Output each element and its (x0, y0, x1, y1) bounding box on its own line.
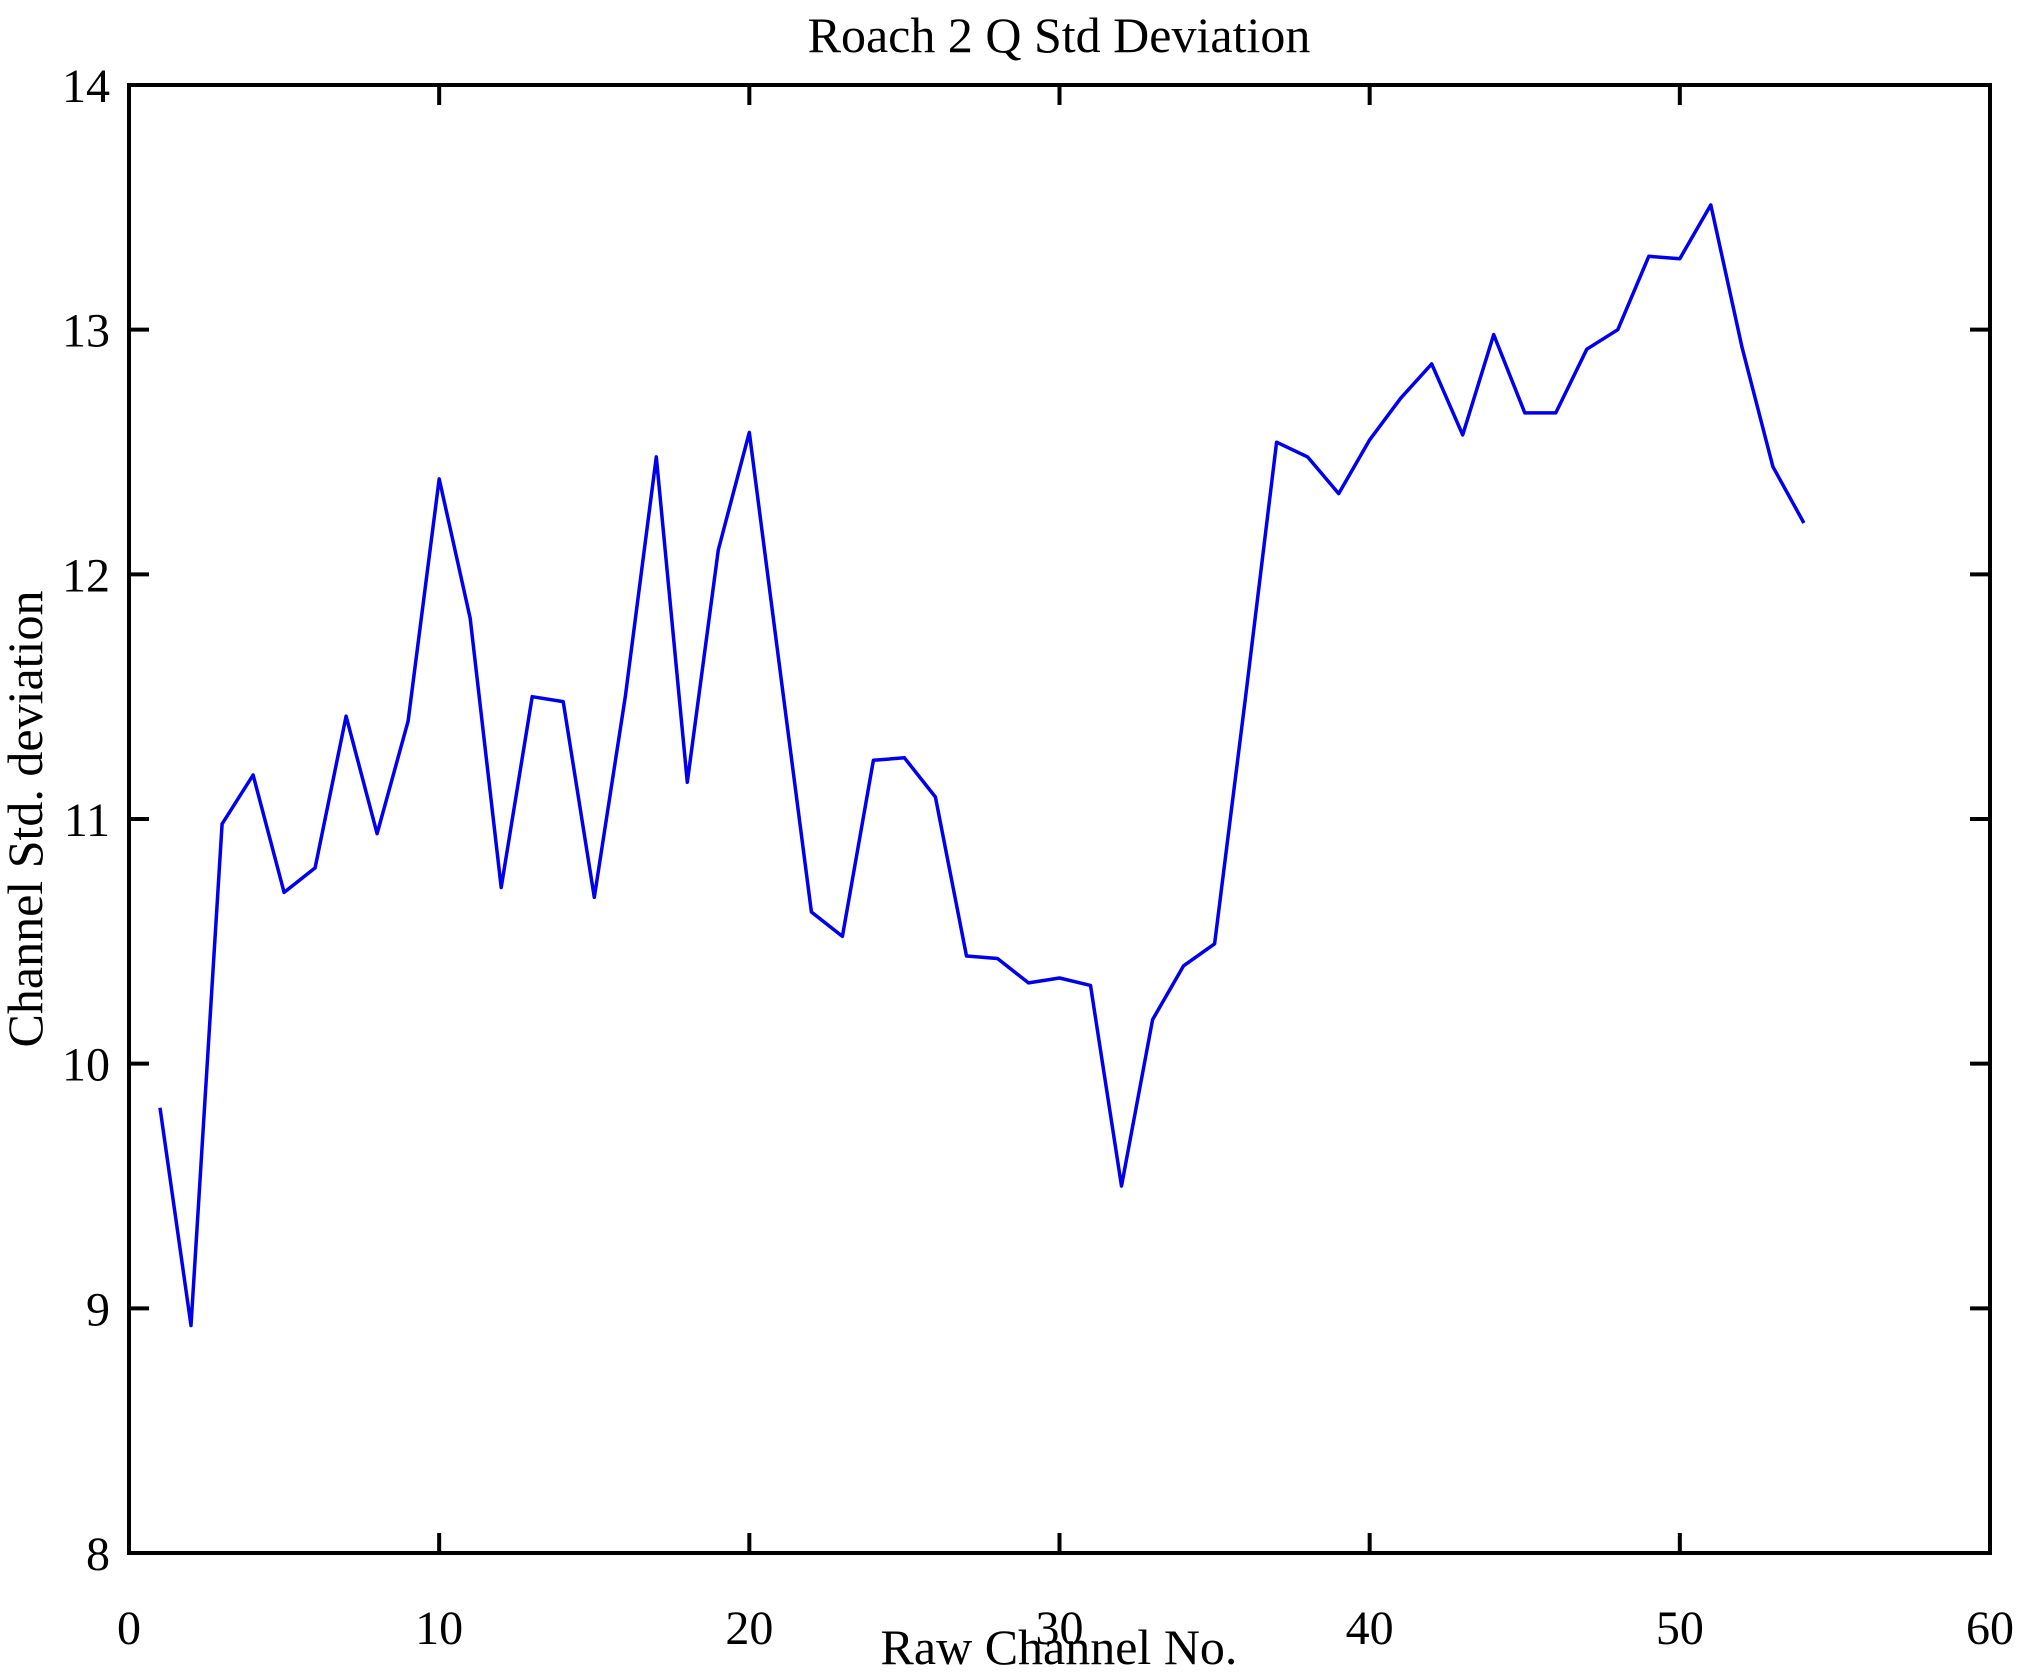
x-tick-label-3: 30 (1036, 1602, 1084, 1655)
x-tick-label-4: 40 (1346, 1602, 1394, 1655)
y-tick-label-6: 14 (62, 60, 110, 113)
y-tick-label-3: 11 (64, 794, 110, 847)
axes: 0 10 20 30 40 50 60 8 9 10 11 12 13 14 (62, 60, 2014, 1655)
data-series (158, 203, 1806, 1328)
plot-box (127, 83, 1992, 1555)
data-line (158, 203, 1806, 1328)
y-tick-label-0: 8 (86, 1528, 110, 1581)
x-axis-label: Raw Channel No. (881, 1619, 1238, 1671)
x-tick-label-1: 10 (415, 1602, 463, 1655)
x-tick-label-0: 0 (117, 1602, 141, 1655)
y-tick-label-4: 12 (62, 549, 110, 602)
x-tick-label-2: 20 (725, 1602, 773, 1655)
y-tick-label-5: 13 (62, 305, 110, 358)
y-axis-label: Channel Std. deviation (0, 591, 53, 1048)
x-tick-label-5: 50 (1656, 1602, 1704, 1655)
x-tick-label-6: 60 (1966, 1602, 2014, 1655)
y-tick-label-1: 9 (86, 1283, 110, 1336)
y-tick-label-2: 10 (62, 1039, 110, 1092)
plot-title: Roach 2 Q Std Deviation (808, 7, 1311, 63)
